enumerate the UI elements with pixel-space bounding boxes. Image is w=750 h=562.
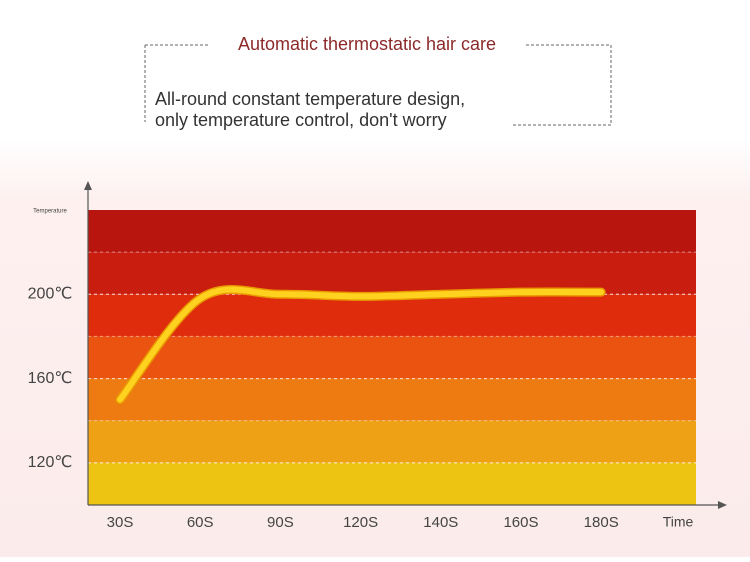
x-tick-label: 120S (343, 514, 378, 531)
temperature-line (117, 286, 605, 403)
temperature-band (88, 378, 696, 421)
temperature-band (88, 420, 696, 463)
subtitle: only temperature control, don't worry (155, 110, 447, 130)
x-axis-label: Time (663, 514, 694, 530)
x-tick-label: 90S (267, 514, 294, 531)
x-tick-label: 30S (107, 514, 134, 531)
x-tick-label: 160S (503, 514, 538, 531)
y-tick-label: 120℃ (28, 454, 73, 471)
temperature-band (88, 210, 696, 253)
temperature-band (88, 462, 696, 505)
chart-title: Automatic thermostatic hair care (238, 34, 496, 54)
y-axis-arrow (84, 181, 92, 190)
x-tick-label: 180S (584, 514, 619, 531)
x-tick-label: 140S (423, 514, 458, 531)
plot-area (88, 210, 696, 505)
temperature-band (88, 336, 696, 379)
title-frame (144, 44, 612, 126)
y-axis-label: Temperature (33, 209, 67, 215)
x-axis-arrow (718, 501, 727, 509)
temperature-band (88, 252, 696, 295)
temperature-band (88, 294, 696, 337)
y-tick-label: 200℃ (28, 286, 73, 303)
y-tick-label: 160℃ (28, 370, 73, 387)
subtitle: All-round constant temperature design, (155, 89, 465, 109)
x-tick-label: 60S (187, 514, 214, 531)
